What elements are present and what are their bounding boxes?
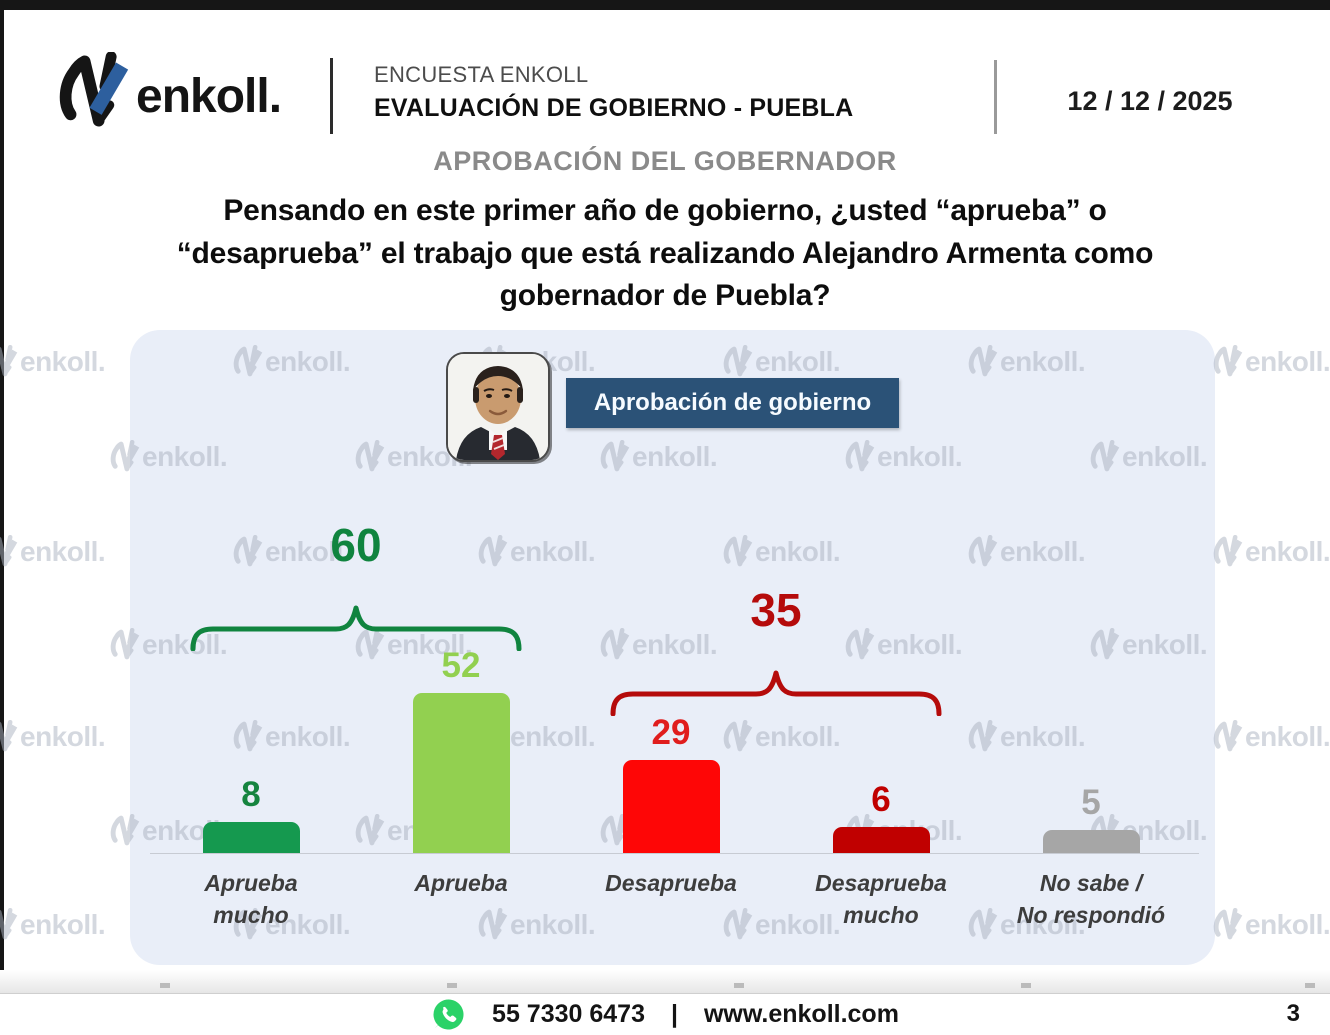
slide-tick: [447, 983, 457, 988]
group-bracket: [190, 603, 522, 652]
enkoll-logo: enkoll.: [58, 51, 282, 135]
chart-baseline: [150, 853, 1199, 854]
header-divider: [330, 58, 333, 134]
bar-value-label: 29: [651, 713, 691, 752]
date-divider: [994, 60, 997, 134]
enkoll-logo-mark-icon: [58, 51, 130, 135]
watermark: enkoll.: [0, 908, 106, 941]
watermark: enkoll.: [1213, 535, 1330, 568]
bar-category-label: No sabe / No respondió: [1016, 870, 1166, 928]
bar-1: [202, 822, 300, 853]
chart-title-badge: Aprobación de gobierno: [565, 378, 900, 428]
brand-text: enkoll.: [136, 70, 282, 123]
slide-tick: [1021, 983, 1031, 988]
pre-footer-band: [0, 970, 1330, 994]
watermark: enkoll.: [1213, 908, 1330, 941]
page-number: 3: [1286, 1000, 1300, 1027]
bar-value-label: 6: [871, 780, 891, 819]
section-title: APROBACIÓN DEL GOBERNADOR: [433, 146, 897, 176]
watermark: enkoll.: [0, 345, 106, 378]
bar-category-label: Aprueba: [414, 870, 508, 896]
bar-category-label: Desaprueba: [605, 870, 737, 896]
watermark: enkoll.: [0, 720, 106, 753]
slide-tick: [734, 983, 744, 988]
footer: 55 7330 6473 | www.enkoll.com: [0, 994, 1330, 1035]
bar-value-label: 8: [241, 775, 261, 814]
bar-category-label: Aprueba mucho: [204, 870, 298, 928]
bar-5: [1042, 830, 1140, 853]
watermark: enkoll.: [1213, 345, 1330, 378]
footer-separator: |: [670, 1000, 678, 1028]
top-black-bar: [0, 0, 1330, 10]
approval-chart: Aprobación de gobierno 8 Aprueba mucho 52 A…: [130, 330, 1215, 965]
survey-label: ENCUESTA ENKOLL: [374, 62, 589, 87]
left-black-edge: [0, 0, 4, 993]
watermark: enkoll.: [0, 535, 106, 568]
group-total-label: 35: [750, 584, 802, 636]
chart-body: 8 Aprueba mucho 52 Aprueba 29 Desaprueba 6 Desa…: [146, 330, 1199, 965]
slide-tick: [1305, 983, 1315, 988]
bar-category-label: Desaprueba mucho: [815, 870, 947, 928]
footer-website[interactable]: www.enkoll.com: [703, 1000, 899, 1028]
group-total-label: 60: [330, 519, 382, 571]
group-bracket: [610, 668, 942, 717]
slide-tick: [160, 983, 170, 988]
bar-value-label: 5: [1081, 783, 1101, 822]
question-text: Pensando en este primer año de gobierno,…: [176, 194, 1154, 313]
bar-4: [832, 827, 930, 853]
watermark: enkoll.: [1213, 720, 1330, 753]
whatsapp-icon[interactable]: [431, 997, 466, 1032]
survey-date: 12 / 12 / 2025: [1067, 86, 1233, 116]
bar-2: [412, 693, 510, 853]
bar-3: [622, 760, 720, 853]
survey-title: EVALUACIÓN DE GOBIERNO - PUEBLA: [374, 94, 854, 122]
chart-panel: [130, 330, 1215, 965]
bar-value-label: 52: [441, 646, 481, 685]
footer-phone: 55 7330 6473: [492, 1000, 645, 1028]
header-title-block: ENCUESTA ENKOLL EVALUACIÓN DE GOBIERNO -…: [374, 62, 853, 123]
